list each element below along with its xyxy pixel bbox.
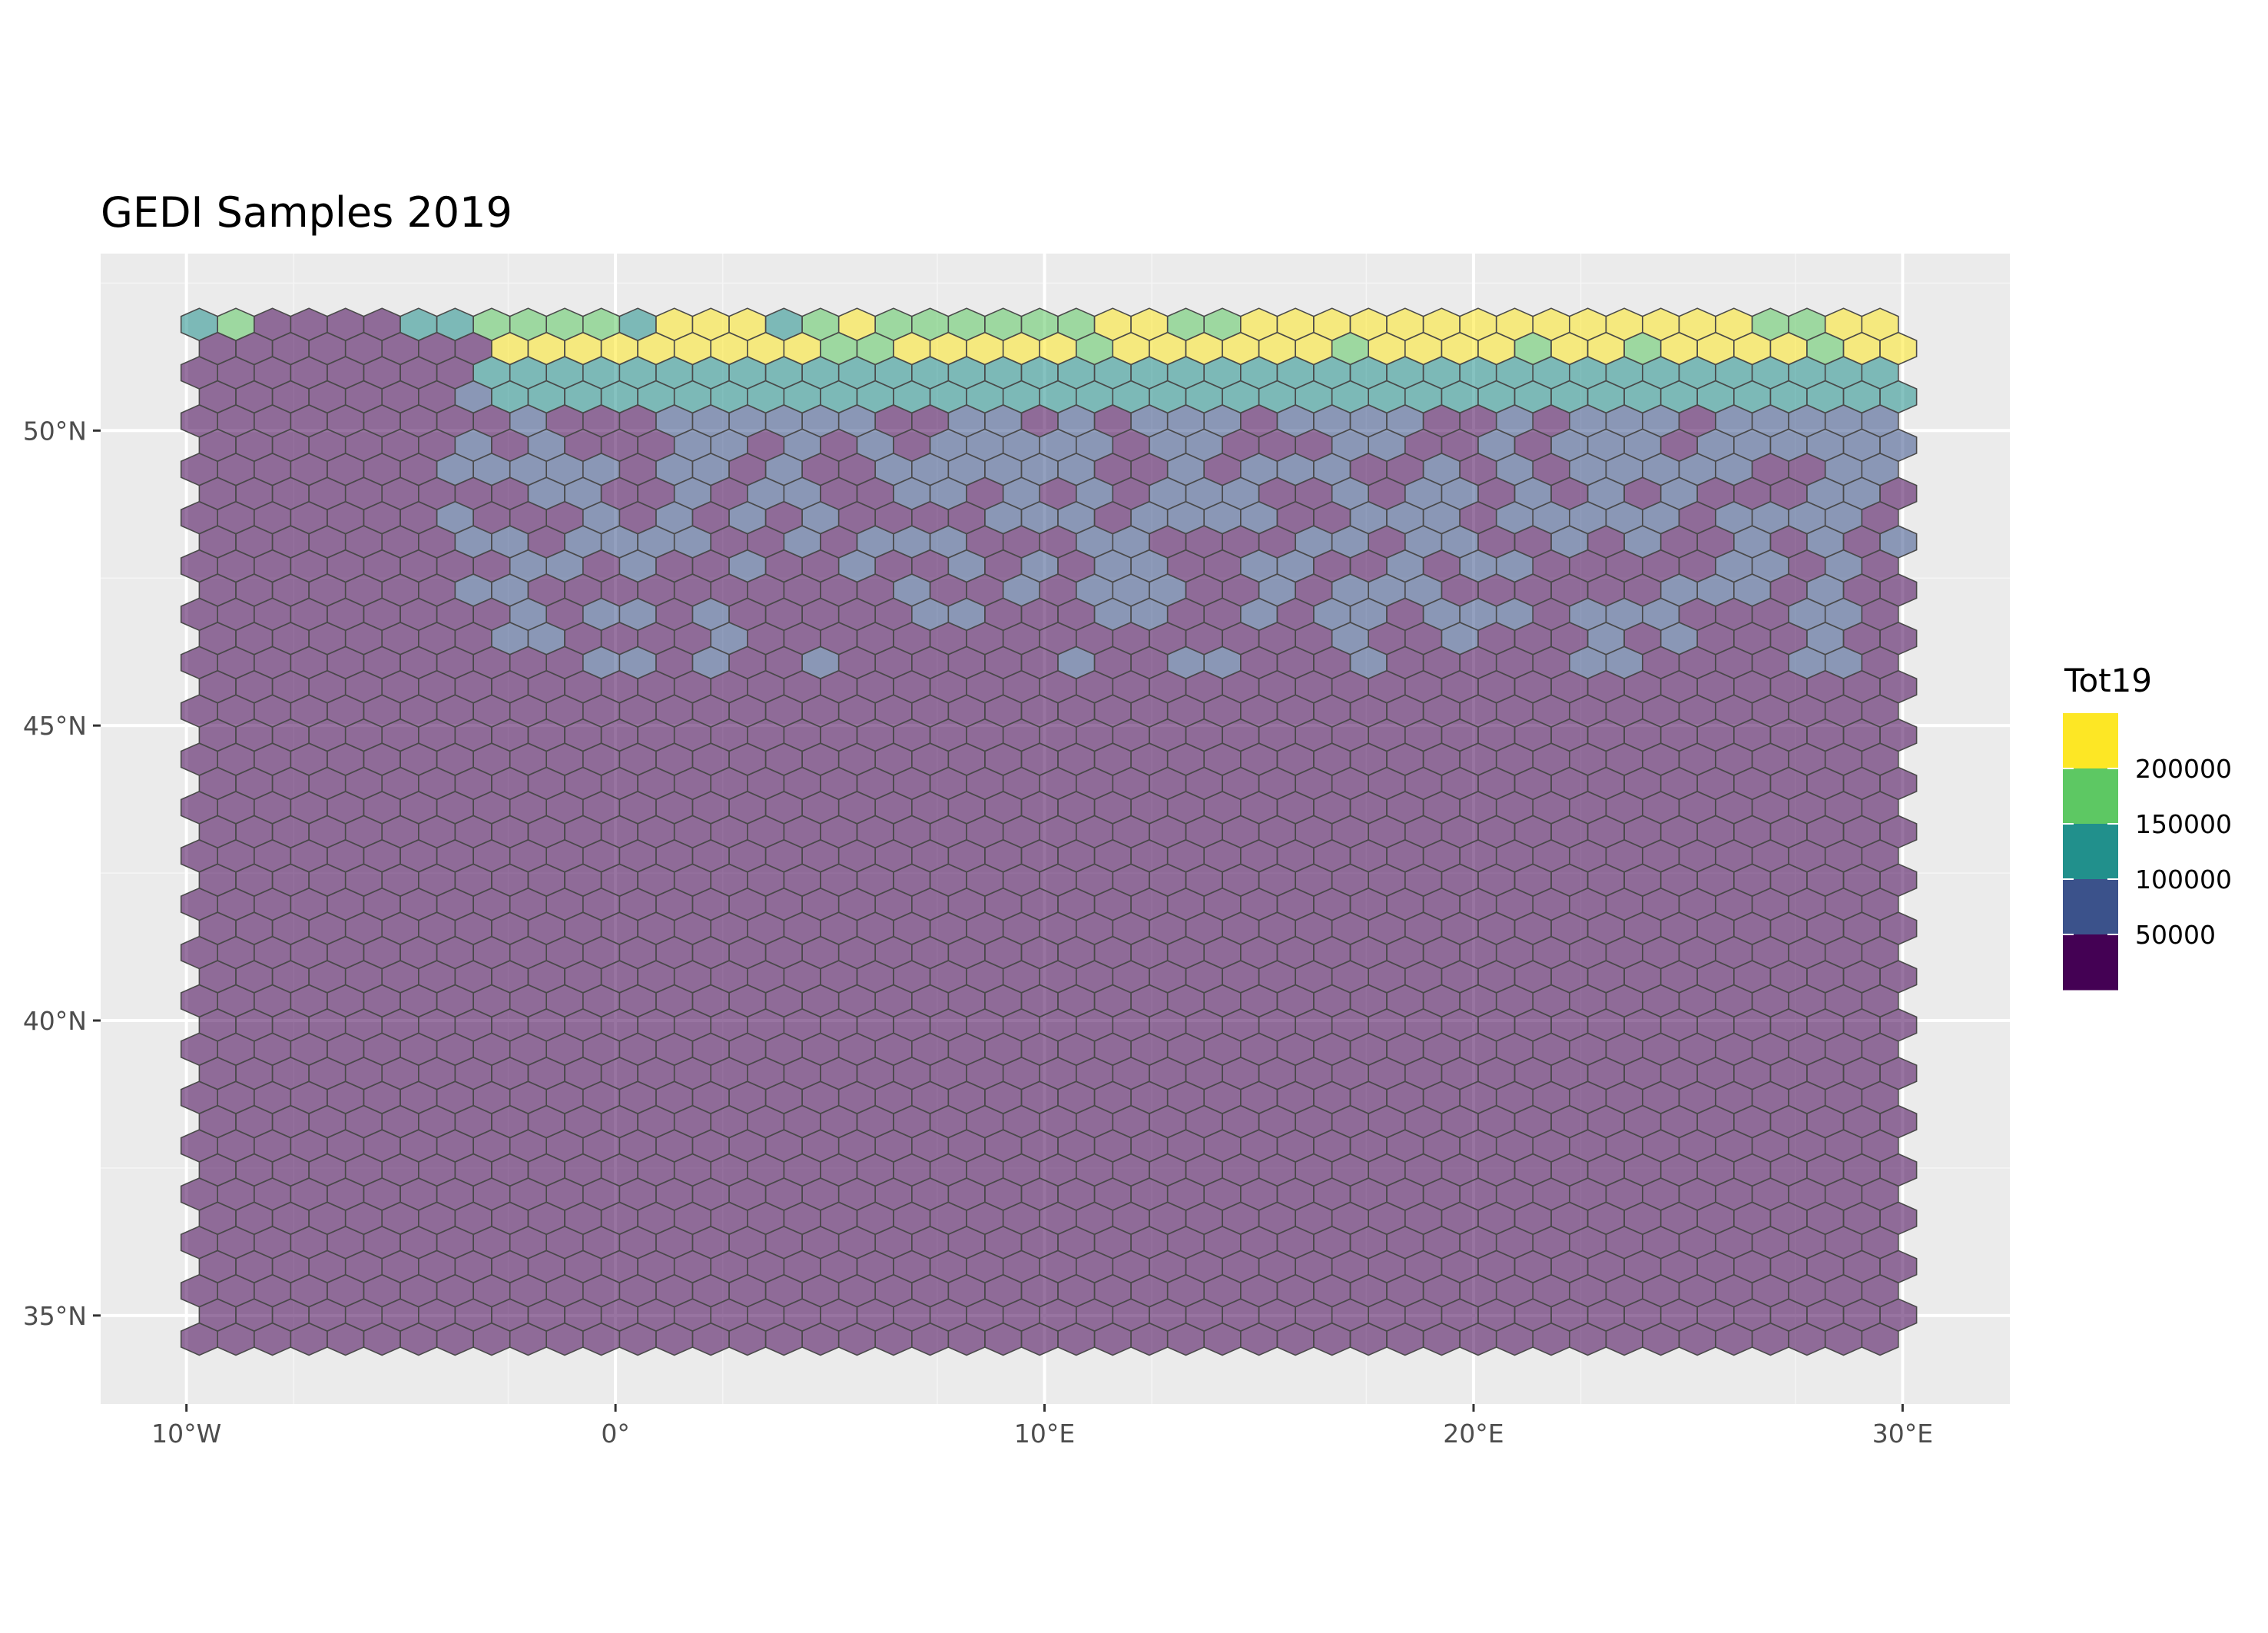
y-tick-label: 40°N xyxy=(23,1006,87,1036)
hex-cell xyxy=(1861,1322,1899,1356)
legend-swatch xyxy=(2063,879,2118,935)
legend: Tot19 50000 100000 150000 200000 xyxy=(2063,662,2232,991)
legend-title: Tot19 xyxy=(2064,662,2152,699)
x-tick-label: 10°W xyxy=(151,1419,221,1449)
legend-swatch xyxy=(2063,824,2118,880)
y-tick-label: 45°N xyxy=(23,711,87,741)
x-axis: 10°W 0° 10°E 20°E 30°E xyxy=(151,1404,1933,1449)
legend-labels: 50000 100000 150000 200000 xyxy=(2135,754,2232,950)
legend-label: 100000 xyxy=(2135,865,2232,894)
legend-label: 50000 xyxy=(2135,920,2216,950)
legend-colorbar xyxy=(2063,713,2118,991)
chart-title: GEDI Samples 2019 xyxy=(101,188,512,237)
legend-swatch xyxy=(2063,768,2118,825)
legend-label: 150000 xyxy=(2135,809,2232,839)
x-tick-label: 10°E xyxy=(1014,1419,1075,1449)
x-tick-label: 0° xyxy=(601,1419,630,1449)
x-tick-label: 30°E xyxy=(1872,1419,1933,1449)
y-tick-label: 35°N xyxy=(23,1301,87,1331)
hexbin-cells xyxy=(180,307,1918,1356)
y-axis: 35°N 40°N 45°N 50°N xyxy=(23,416,101,1331)
legend-swatch xyxy=(2063,713,2118,769)
legend-label: 200000 xyxy=(2135,754,2232,784)
x-tick-label: 20°E xyxy=(1443,1419,1504,1449)
legend-swatch xyxy=(2063,934,2118,991)
y-tick-label: 50°N xyxy=(23,416,87,446)
